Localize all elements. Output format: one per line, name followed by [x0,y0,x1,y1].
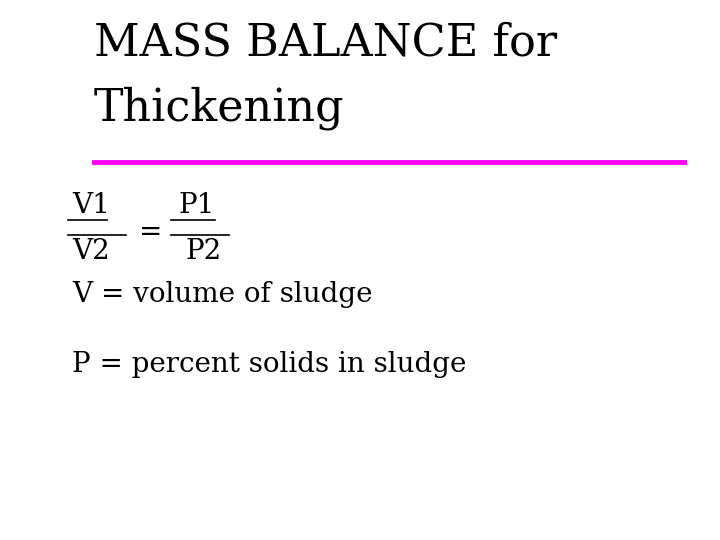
Text: V1: V1 [72,192,110,219]
Text: MASS BALANCE for: MASS BALANCE for [94,22,557,65]
Text: V = volume of sludge: V = volume of sludge [72,281,372,308]
Text: P = percent solids in sludge: P = percent solids in sludge [72,351,467,378]
Text: =: = [139,219,162,246]
Text: P1: P1 [179,192,215,219]
Text: V2: V2 [72,238,109,265]
Text: Thickening: Thickening [94,86,344,130]
Text: P2: P2 [186,238,222,265]
